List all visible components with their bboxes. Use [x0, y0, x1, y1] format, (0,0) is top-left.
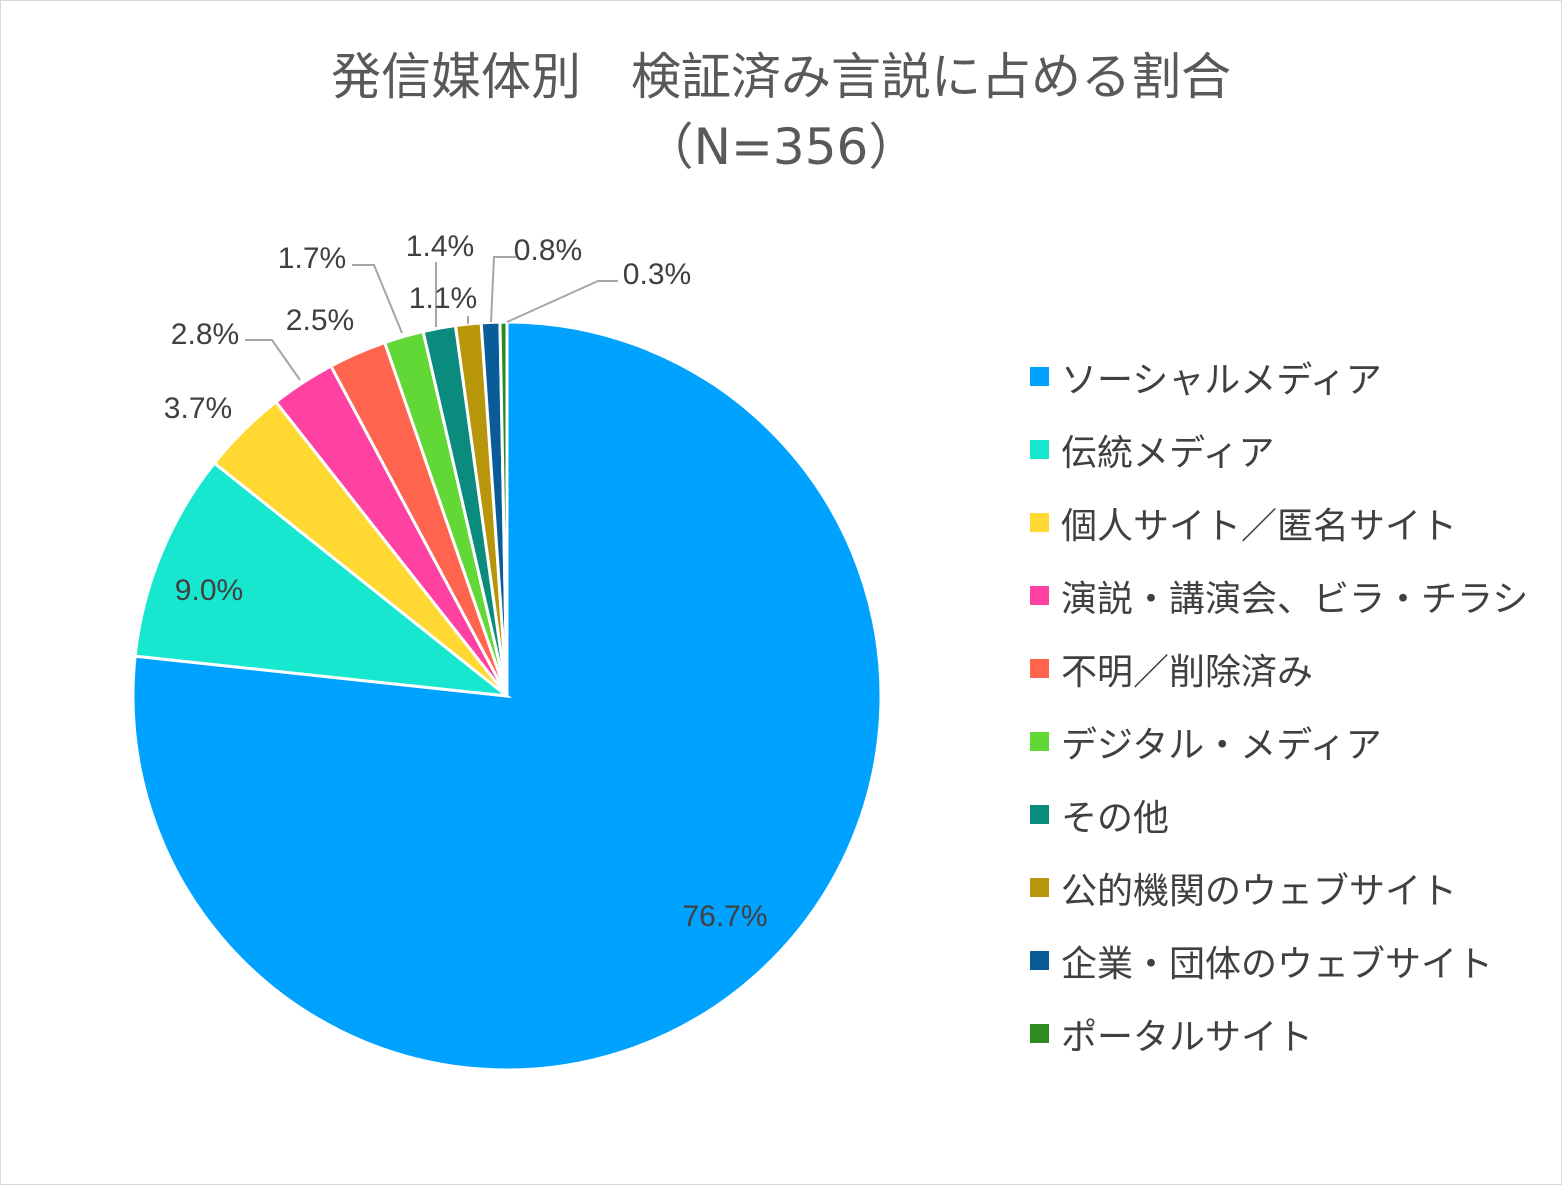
- legend-item-2: 伝統メディア: [1030, 413, 1528, 486]
- legend-label: ソーシャルメディア: [1061, 359, 1382, 401]
- data-label-4: 2.8%: [171, 318, 239, 351]
- legend-item-5: 不明／削除済み: [1030, 632, 1528, 705]
- legend-label: 企業・団体のウェブサイト: [1061, 943, 1494, 985]
- data-label-8: 1.1%: [409, 282, 477, 315]
- legend-swatch: [1030, 586, 1049, 605]
- legend-label: 公的機関のウェブサイト: [1061, 870, 1458, 912]
- legend-label: 伝統メディア: [1061, 432, 1275, 474]
- legend-item-4: 演説・講演会、ビラ・チラシ: [1030, 559, 1528, 632]
- legend: ソーシャルメディア 伝統メディア個人サイト／匿名サイト演説・講演会、ビラ・チラシ不…: [1030, 340, 1528, 1070]
- pie-slice-2: [133, 460, 512, 699]
- legend-swatch: [1030, 1024, 1049, 1043]
- leader-line-9: [490, 256, 516, 323]
- legend-label: 個人サイト／匿名サイト: [1061, 505, 1458, 547]
- chart-title-block: 発信媒体別 検証済み言説に占める割合 （N=356）: [0, 42, 1562, 182]
- chart-subtitle: （N=356）: [643, 118, 919, 176]
- legend-swatch: [1030, 440, 1049, 459]
- data-label-10: 0.3%: [623, 258, 691, 291]
- legend-swatch: [1030, 805, 1049, 824]
- legend-swatch: [1030, 367, 1049, 386]
- data-labels: 76.7% 9.0% 3.7% 2.8% 2.5% 1.7% 1.4% 1.1% 0.8% 0.3…: [164, 230, 768, 933]
- legend-swatch: [1030, 732, 1049, 751]
- data-label-2: 9.0%: [175, 574, 243, 607]
- legend-item-6: デジタル・メディア: [1030, 705, 1528, 778]
- chart-title: 発信媒体別 検証済み言説に占める割合: [331, 48, 1231, 106]
- legend-label: ポータルサイト: [1061, 1016, 1314, 1058]
- legend-item-1: ソーシャルメディア: [1030, 340, 1528, 413]
- pie-slices: [131, 320, 883, 1072]
- legend-swatch: [1030, 951, 1049, 970]
- legend-item-3: 個人サイト／匿名サイト: [1030, 486, 1528, 559]
- leader-line-4: [245, 339, 301, 381]
- data-label-3: 3.7%: [164, 392, 232, 425]
- legend-label: 演説・講演会、ビラ・チラシ: [1061, 578, 1529, 620]
- data-label-5: 2.5%: [286, 304, 354, 337]
- legend-label: デジタル・メディア: [1061, 724, 1382, 766]
- data-label-1: 76.7%: [682, 900, 767, 933]
- legend-item-8: 公的機関のウェブサイト: [1030, 851, 1528, 924]
- data-label-7: 1.4%: [406, 230, 474, 263]
- legend-swatch: [1030, 513, 1049, 532]
- leader-line-10: [506, 280, 618, 323]
- legend-label: 不明／削除済み: [1061, 651, 1314, 693]
- pie-slice-10: [498, 320, 509, 697]
- legend-swatch: [1030, 659, 1049, 678]
- legend-swatch: [1030, 878, 1049, 897]
- data-label-6: 1.7%: [278, 242, 346, 275]
- legend-item-7: その他: [1030, 778, 1528, 851]
- leader-lines: [245, 256, 618, 381]
- data-label-9: 0.8%: [514, 234, 582, 267]
- legend-label: その他: [1061, 797, 1170, 839]
- legend-item-10: ポータルサイト: [1030, 997, 1528, 1070]
- leader-line-6: [352, 264, 403, 334]
- legend-item-9: 企業・団体のウェブサイト: [1030, 924, 1528, 997]
